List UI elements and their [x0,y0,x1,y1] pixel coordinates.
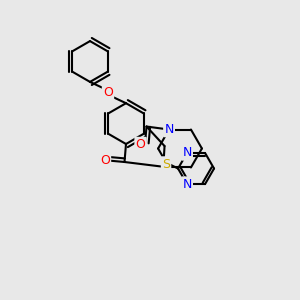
Text: N: N [182,146,192,159]
Text: O: O [103,86,113,99]
Text: N: N [164,123,174,136]
Text: O: O [100,154,110,167]
Text: N: N [182,178,192,190]
Text: S: S [162,158,170,170]
Text: O: O [136,138,146,151]
